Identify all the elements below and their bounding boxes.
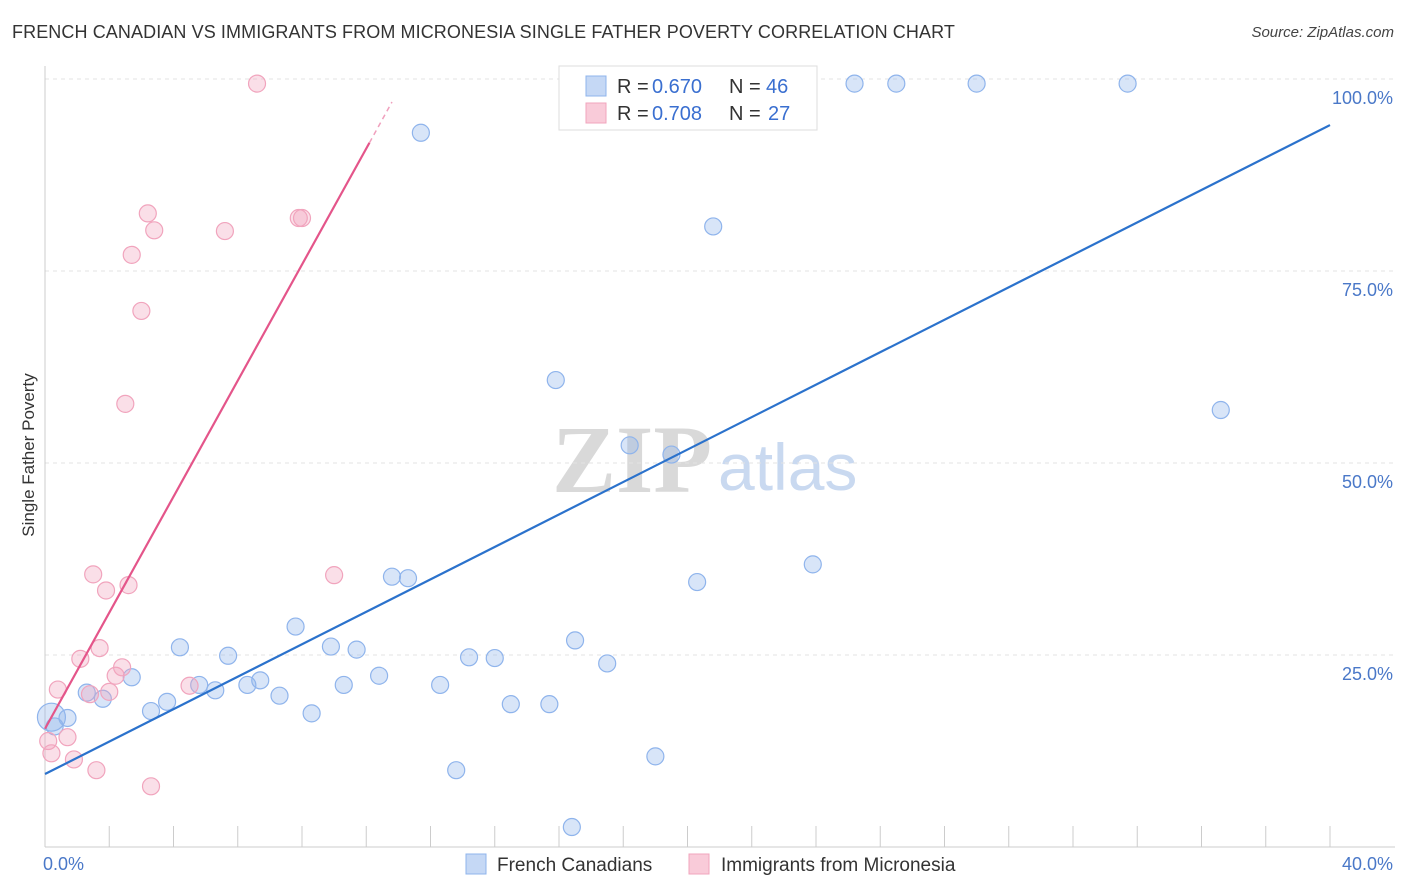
- micronesia-point: [71, 649, 90, 668]
- french-canadians-point: [447, 761, 466, 780]
- trend-line-micronesia-extension: [368, 101, 393, 144]
- french-canadians-point: [803, 555, 822, 574]
- watermark-atlas: atlas: [718, 430, 857, 504]
- french-canadians-point: [190, 675, 209, 695]
- legend-n-label-pink: N =: [729, 103, 761, 125]
- french-canadians-point: [887, 74, 906, 93]
- micronesia-point: [96, 581, 116, 600]
- y-tick-label: 100.0%: [1332, 88, 1393, 108]
- french-canadians-point: [286, 617, 305, 636]
- micronesia-point: [132, 301, 151, 321]
- micronesia-point: [141, 777, 161, 796]
- french-canadians-point: [321, 637, 341, 656]
- y-tick-label: 25.0%: [1342, 664, 1393, 684]
- french-canadians-point: [431, 675, 450, 695]
- legend-label-micronesia: Immigrants from Micronesia: [721, 855, 956, 876]
- micronesia-point: [116, 394, 135, 413]
- french-canadians-point: [501, 695, 520, 714]
- legend-swatch-blue: [585, 75, 607, 97]
- french-canadians-point: [398, 569, 418, 588]
- legend-r-label-pink: R =: [617, 103, 649, 125]
- french-canadians-point: [347, 640, 366, 659]
- y-tick-label: 75.0%: [1342, 280, 1393, 300]
- series-micronesia-points: [39, 74, 344, 796]
- french-canadians-point: [157, 692, 177, 711]
- french-canadians-point: [546, 370, 565, 390]
- legend-swatch-pink: [585, 102, 607, 124]
- micronesia-point: [58, 728, 77, 747]
- french-canadians-point: [411, 123, 430, 142]
- french-canadians-point: [598, 654, 617, 673]
- legend-label-french-canadians: French Canadians: [497, 855, 652, 876]
- french-canadians-point: [845, 74, 864, 93]
- micronesia-point: [42, 744, 61, 763]
- y-tick-labels: 25.0% 50.0% 75.0% 100.0%: [1332, 88, 1393, 684]
- micronesia-point: [100, 682, 119, 701]
- micronesia-point: [292, 208, 312, 228]
- french-canadians-point: [270, 686, 289, 705]
- french-canadians-point: [565, 631, 585, 650]
- legend-swatch-micronesia: [688, 853, 710, 875]
- french-canadians-point: [1118, 74, 1137, 93]
- french-canadians-point: [459, 648, 479, 667]
- french-canadians-point: [1211, 400, 1230, 420]
- french-canadians-point: [562, 817, 581, 837]
- x-tick-label: 40.0%: [1342, 854, 1393, 874]
- chart-title: FRENCH CANADIAN VS IMMIGRANTS FROM MICRO…: [12, 22, 955, 42]
- legend-swatch-french-canadians: [465, 853, 487, 875]
- stats-legend: R = 0.670 N = 46 R = 0.708 N = 27: [558, 65, 818, 131]
- axes: [44, 66, 1395, 848]
- french-canadians-point: [302, 704, 321, 723]
- series-legend: French Canadians Immigrants from Microne…: [465, 853, 956, 876]
- micronesia-point: [122, 245, 141, 264]
- trend-line-micronesia: [44, 142, 371, 730]
- micronesia-point: [80, 685, 100, 704]
- french-canadians-point: [620, 436, 639, 455]
- legend-r-label-blue: R =: [617, 76, 649, 98]
- micronesia-point: [112, 658, 132, 677]
- legend-r-value-blue: 0.670: [652, 76, 702, 98]
- legend-r-value-pink: 0.708: [652, 103, 702, 125]
- legend-n-label-blue: N =: [729, 76, 761, 98]
- micronesia-point: [138, 204, 157, 223]
- x-tick-labels: 0.0% 40.0%: [43, 854, 1393, 874]
- french-canadians-point: [688, 572, 707, 592]
- french-canadians-point: [646, 747, 665, 766]
- x-tick-label: 0.0%: [43, 854, 84, 874]
- trend-lines: [44, 101, 1331, 776]
- micronesia-point: [145, 221, 164, 240]
- french-canadians-point: [540, 695, 559, 714]
- y-tick-label: 50.0%: [1342, 472, 1393, 492]
- grid-lines: [45, 78, 1395, 656]
- french-canadians-point: [170, 638, 190, 657]
- french-canadians-point: [382, 567, 402, 586]
- micronesia-point: [90, 638, 109, 658]
- french-canadians-point: [58, 708, 77, 728]
- micronesia-point: [215, 221, 234, 241]
- legend-n-value-blue: 46: [766, 76, 788, 98]
- french-canadians-point: [370, 666, 389, 685]
- chart-source: Source: ZipAtlas.com: [1251, 24, 1394, 41]
- french-canadians-point: [219, 646, 238, 665]
- trend-line-french-canadians: [44, 124, 1331, 776]
- y-axis-label: Single Father Poverty: [19, 373, 38, 537]
- french-canadians-point: [967, 74, 986, 93]
- french-canadians-point: [485, 648, 504, 668]
- micronesia-point: [84, 565, 103, 584]
- micronesia-point: [247, 74, 267, 93]
- micronesia-point: [325, 566, 344, 585]
- french-canadians-point: [251, 671, 270, 690]
- micronesia-point: [87, 761, 106, 780]
- french-canadians-point: [334, 675, 353, 695]
- legend-n-value-pink: 27: [768, 103, 790, 125]
- french-canadians-point: [122, 668, 141, 687]
- watermark-zip: ZIP: [552, 406, 712, 513]
- french-canadians-point: [704, 217, 723, 236]
- micronesia-point: [180, 676, 199, 695]
